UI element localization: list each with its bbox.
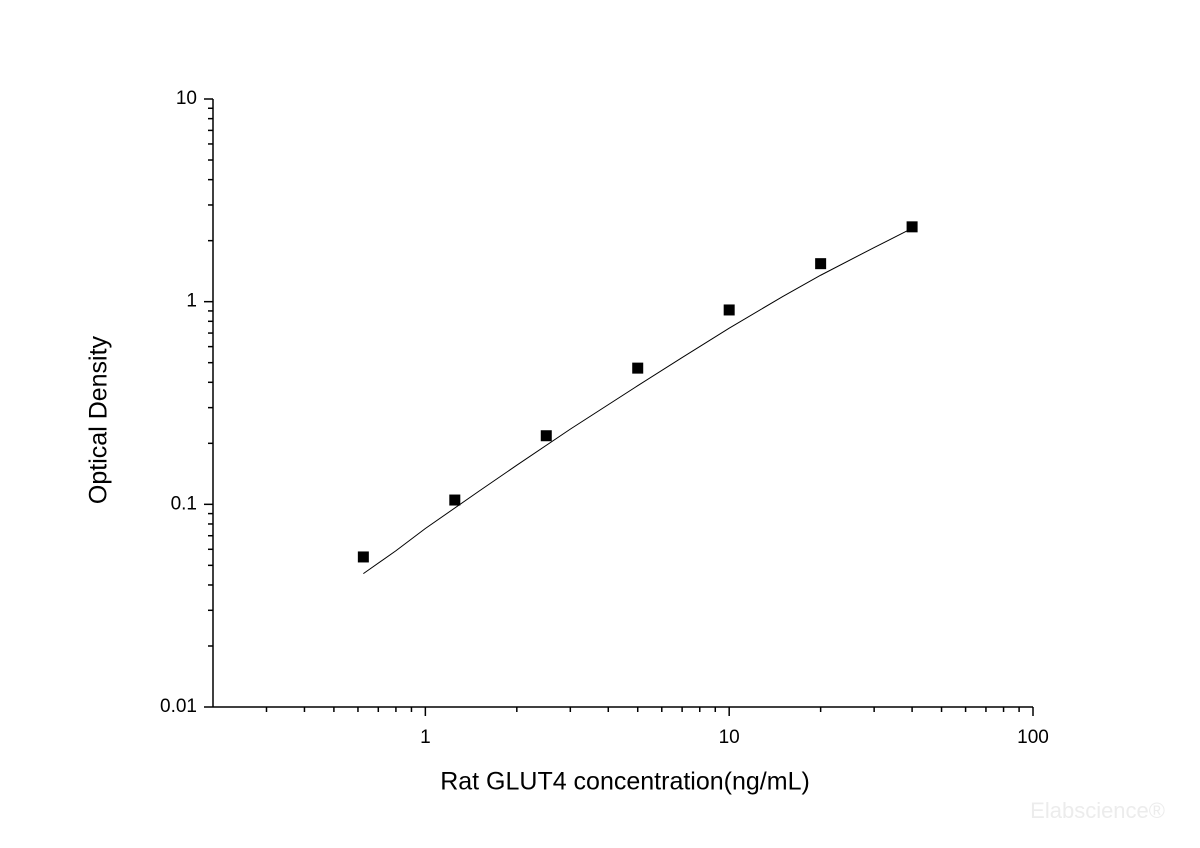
x-tick-label: 100 [1017, 727, 1049, 748]
y-tick-label: 0.1 [171, 493, 197, 514]
data-point [540, 430, 552, 442]
x-tick-label: 10 [719, 727, 740, 748]
y-tick-label: 1 [186, 291, 197, 312]
x-axis-title: Rat GLUT4 concentration(ng/mL) [440, 768, 810, 796]
data-point [815, 258, 827, 270]
y-axis-title: Optical Density [85, 335, 113, 504]
data-point [632, 362, 644, 374]
data-point [906, 221, 918, 233]
fit-curve [363, 227, 913, 575]
x-tick-label: 1 [420, 727, 431, 748]
data-point [723, 304, 735, 316]
data-point [357, 551, 369, 563]
data-point [449, 494, 461, 506]
watermark: Elabscience® [1030, 798, 1165, 823]
y-tick-label: 0.01 [160, 696, 197, 717]
y-tick-label: 10 [176, 88, 197, 109]
